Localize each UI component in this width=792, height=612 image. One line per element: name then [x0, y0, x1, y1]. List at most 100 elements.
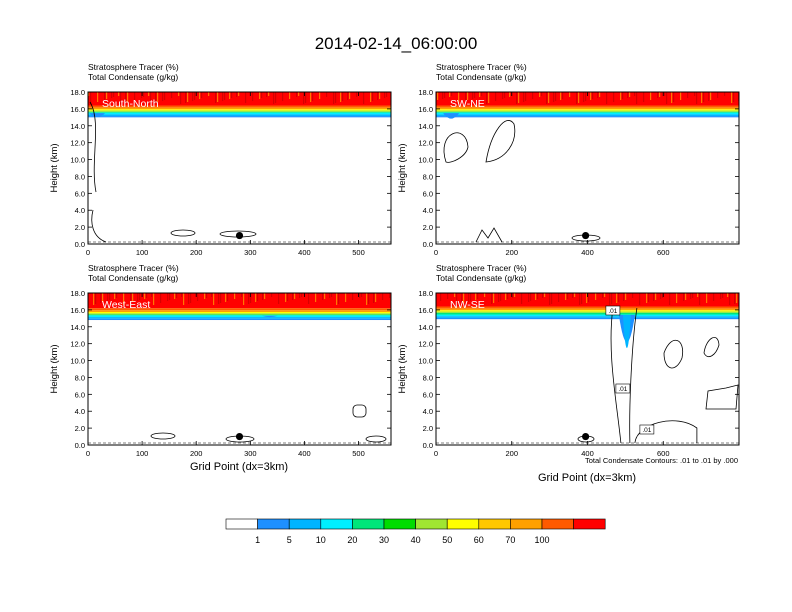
tracer-streak — [440, 293, 442, 301]
tracer-streak — [449, 92, 451, 97]
tracer-streak — [361, 293, 363, 297]
x-tick-label: 100 — [136, 449, 149, 458]
tracer-streak — [204, 293, 206, 299]
tracer-streak — [606, 92, 608, 104]
tracer-streak — [146, 293, 148, 298]
tracer-streak — [144, 293, 146, 299]
tracer-streak — [472, 92, 474, 99]
tracer-streak — [611, 293, 613, 304]
tracer-streak — [530, 293, 532, 301]
panel-subtitle: Total Condensate (g/kg) — [436, 72, 526, 82]
tracer-streak — [180, 92, 182, 104]
plot-frame — [87, 91, 392, 245]
tracer-streak — [176, 293, 178, 298]
tracer-streak — [632, 293, 634, 298]
tracer-streak — [185, 92, 187, 103]
tracer-streak — [143, 92, 145, 97]
y-tick-label: 14.0 — [70, 122, 85, 131]
tracer-streak — [229, 92, 231, 99]
tracer-streak — [646, 293, 648, 303]
contour-label-box — [615, 383, 631, 394]
tracer-streak — [109, 293, 111, 300]
contour-label: .01 — [642, 427, 651, 434]
tracer-band — [88, 105, 391, 108]
tracer-streak — [370, 92, 372, 102]
panel-subtitle: Stratosphere Tracer (%) — [436, 62, 527, 72]
x-tick-label: 0 — [434, 248, 438, 257]
y-tick-label: 4.0 — [423, 206, 433, 215]
colorbar-swatch — [415, 518, 448, 530]
tracer-streak — [148, 92, 150, 96]
tracer-streak — [736, 293, 738, 303]
tracer-streak — [211, 293, 213, 297]
tracer-streak — [609, 293, 611, 305]
condensate-contour — [150, 432, 176, 440]
tracer-streak — [107, 293, 109, 301]
tracer-streak — [118, 92, 120, 96]
x-tick-label: 100 — [136, 248, 149, 257]
tracer-streak — [88, 92, 90, 96]
x-tick-label: 200 — [190, 449, 203, 458]
colorbar-swatch — [288, 518, 322, 530]
colorbar-label: 1 — [255, 535, 260, 545]
panel-label: SW-NE — [450, 98, 485, 110]
tracer-streak — [572, 293, 574, 298]
tracer-streak — [669, 293, 671, 305]
y-tick-label: 8.0 — [75, 172, 85, 181]
tracer-streak — [588, 293, 590, 302]
tracer-streak — [542, 293, 544, 298]
tracer-streak — [206, 293, 208, 298]
tracer-streak — [502, 92, 504, 99]
tracer-streak — [141, 92, 143, 98]
colorbar-label: 50 — [442, 535, 452, 545]
tracer-streak — [484, 293, 486, 297]
tracer-dip-inner — [622, 314, 631, 348]
tracer-band — [88, 313, 391, 315]
condensate-contour — [443, 132, 469, 163]
y-tick-label: 10.0 — [418, 156, 433, 165]
tracer-streak — [217, 92, 219, 102]
tracer-streak — [389, 293, 391, 298]
tracer-streak — [359, 293, 361, 298]
tracer-streak — [618, 293, 620, 302]
tracer-streak — [578, 92, 580, 103]
panel-south-north: Stratosphere Tracer (%)Total Condensate … — [49, 62, 392, 257]
y-tick-label: 4.0 — [75, 407, 85, 416]
tracer-streak — [384, 92, 386, 98]
x-tick-label: 300 — [244, 449, 257, 458]
colorbar: 1 5 10 20 30 40 50 60 70 100 — [225, 518, 606, 545]
contour-label: .01 — [608, 308, 617, 315]
tracer-streak — [729, 293, 731, 305]
tracer-streak — [192, 92, 194, 101]
tracer-streak — [507, 293, 509, 299]
tracer-streak — [673, 92, 675, 102]
tracer-streak — [662, 293, 664, 298]
y-tick-label: 16.0 — [70, 105, 85, 114]
contour-note: Total Condensate Contours: .01 to .01 by… — [585, 456, 738, 465]
condensate-contour — [89, 101, 97, 193]
y-tick-label: 8.0 — [423, 172, 433, 181]
tracer-streak — [201, 92, 203, 98]
tracer-streak — [373, 293, 375, 303]
tracer-streak — [565, 293, 567, 300]
condensate-contour — [703, 337, 720, 358]
tracer-streak — [551, 293, 553, 304]
y-tick-label: 2.0 — [75, 223, 85, 232]
colorbar-swatch — [352, 518, 385, 530]
tracer-streak — [597, 92, 599, 98]
y-tick-label: 0.0 — [423, 441, 433, 450]
tracer-streak — [488, 92, 490, 103]
tracer-streak — [629, 92, 631, 97]
tracer-streak — [599, 92, 601, 97]
x-tick-label: 400 — [581, 248, 594, 257]
y-tick-label: 16.0 — [418, 306, 433, 315]
tracer-streak — [134, 92, 136, 100]
tracer-streak — [648, 293, 650, 302]
tracer-streak — [130, 293, 132, 303]
colorbar-swatch — [257, 518, 290, 530]
plot-frame — [87, 292, 392, 446]
tracer-streak — [456, 293, 458, 305]
tracer-streak — [546, 92, 548, 104]
tracer-streak — [544, 293, 546, 297]
